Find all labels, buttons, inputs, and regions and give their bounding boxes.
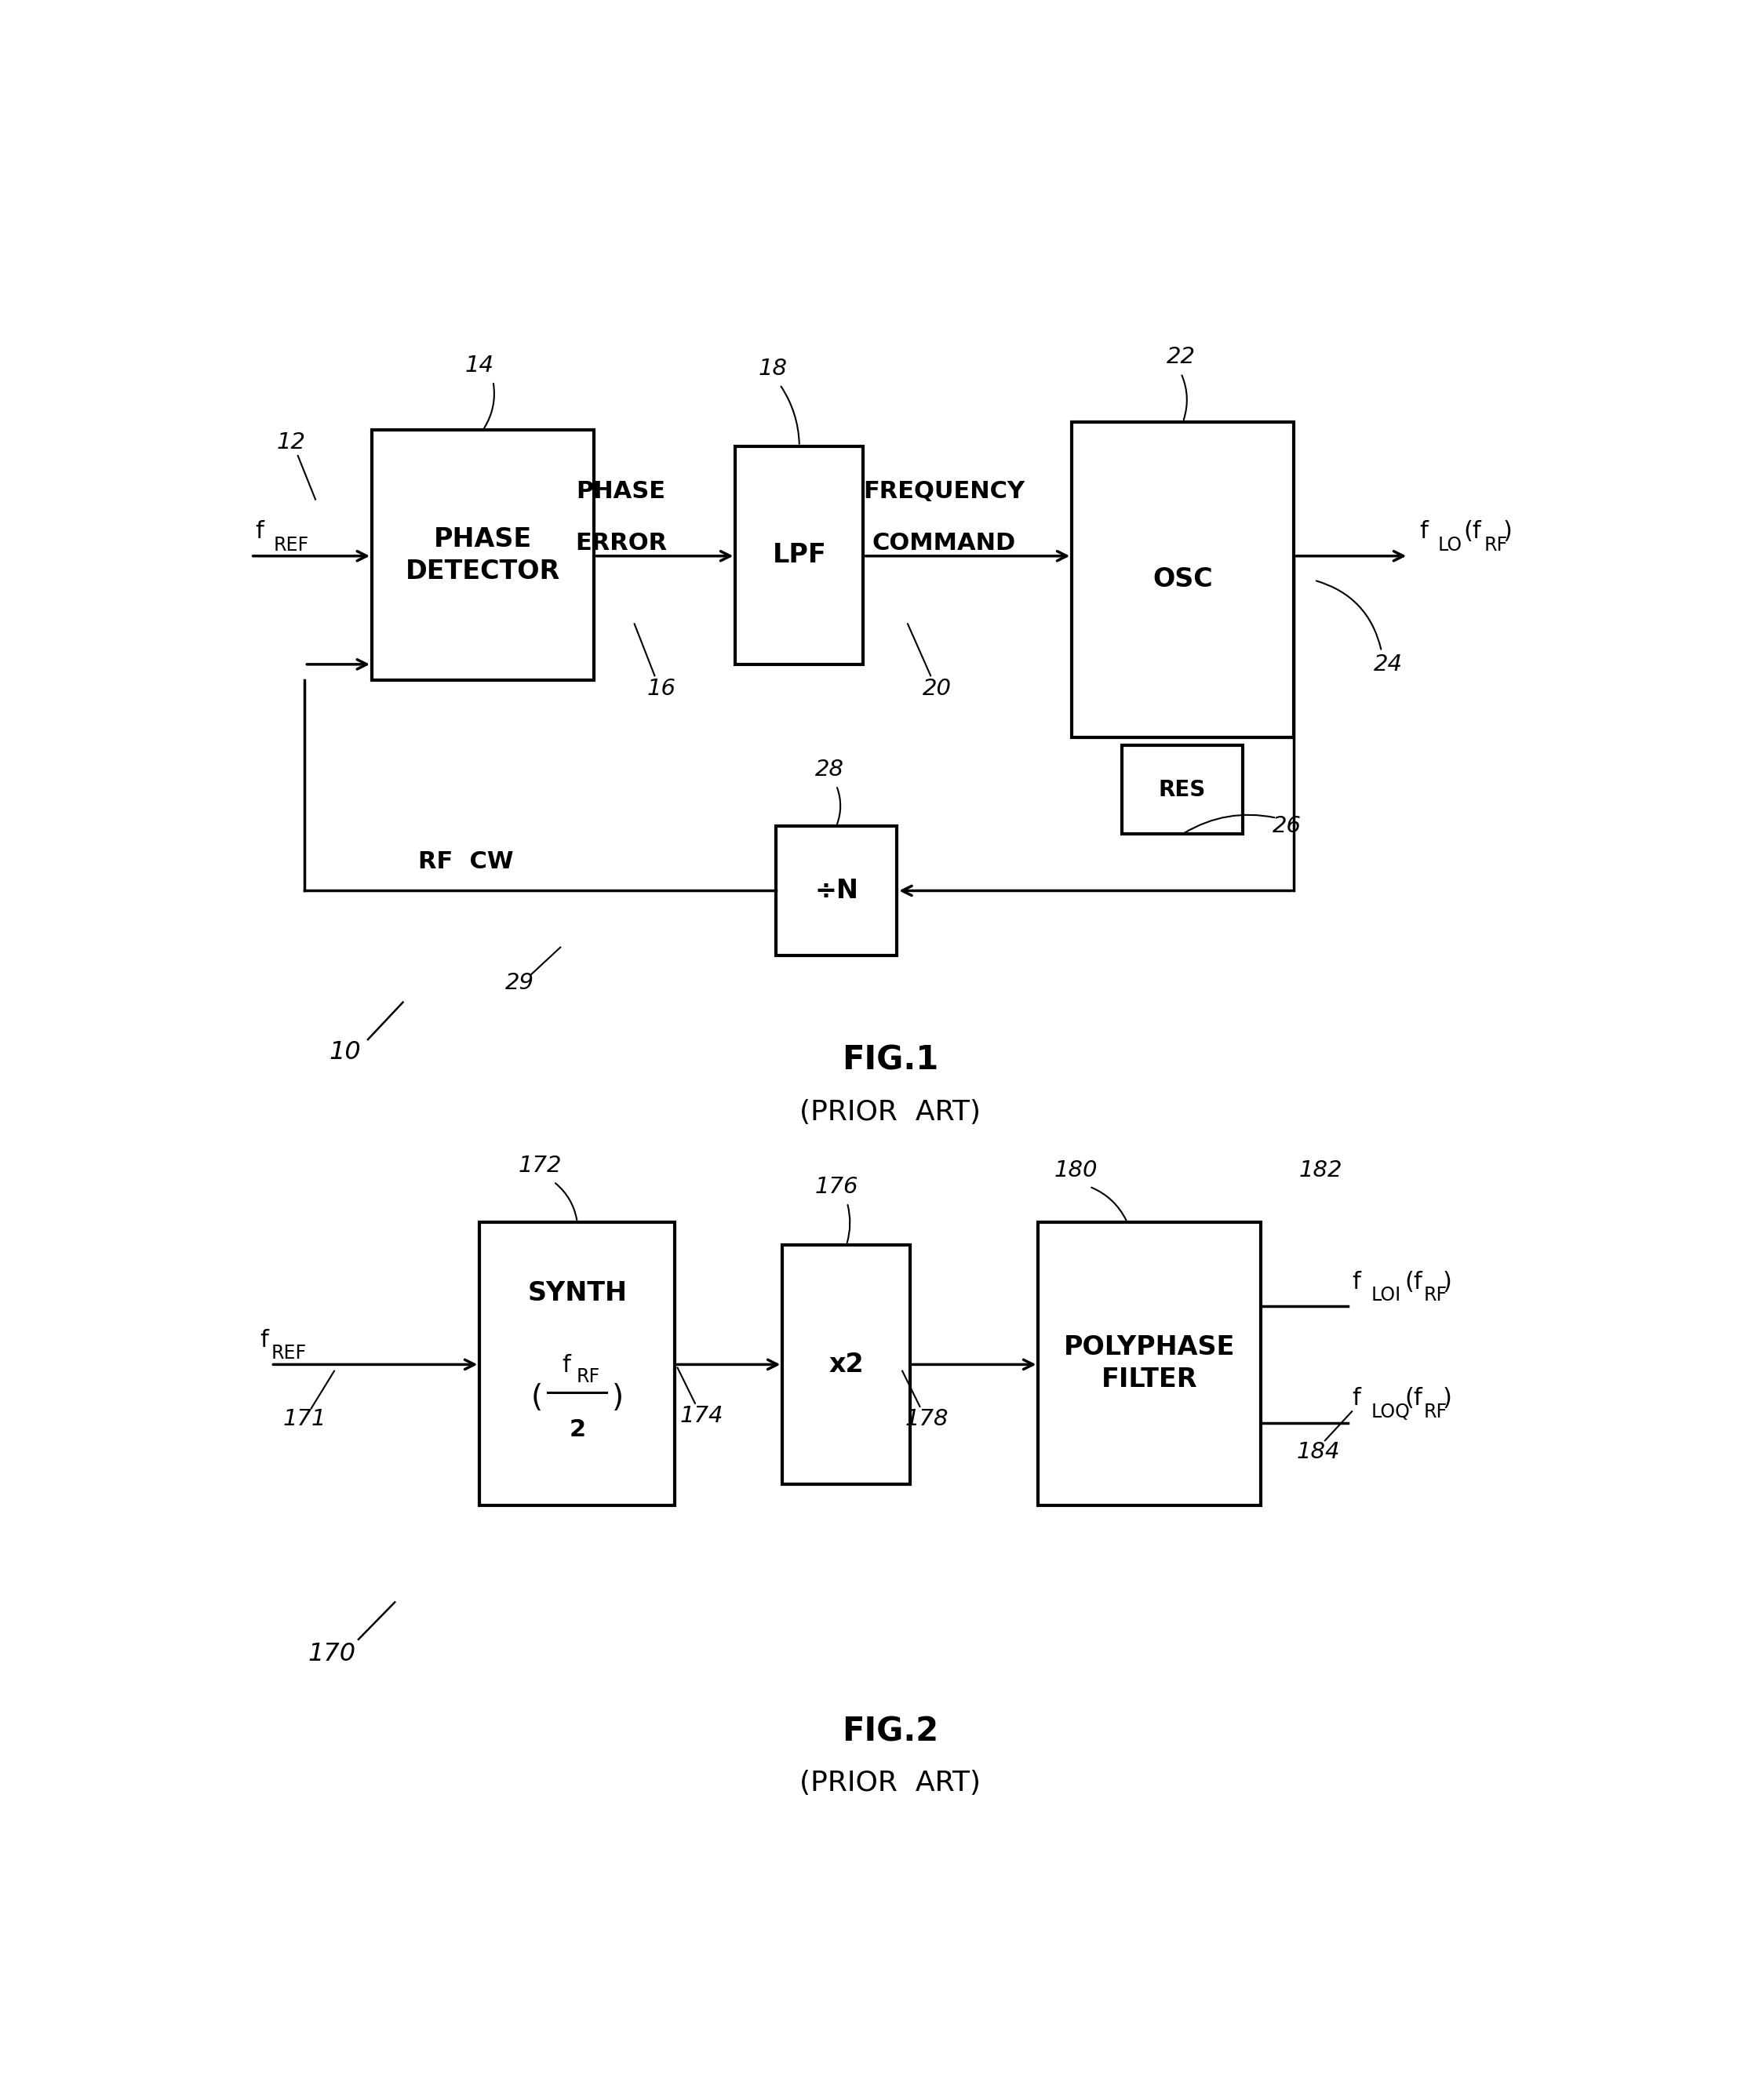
Text: f: f — [1419, 521, 1428, 544]
Text: 24: 24 — [1374, 653, 1403, 676]
Text: FIG.1: FIG.1 — [842, 1044, 938, 1077]
Text: LOQ: LOQ — [1370, 1403, 1410, 1422]
Text: 14: 14 — [466, 355, 493, 376]
Text: (f: (f — [1405, 1270, 1423, 1294]
Text: f: f — [255, 521, 264, 544]
FancyBboxPatch shape — [1122, 745, 1244, 834]
Text: 184: 184 — [1296, 1441, 1339, 1464]
FancyBboxPatch shape — [372, 430, 594, 680]
Text: 28: 28 — [815, 758, 844, 781]
Text: 174: 174 — [679, 1405, 724, 1428]
Text: 171: 171 — [283, 1409, 327, 1430]
Text: RF  CW: RF CW — [419, 851, 514, 874]
Text: 170: 170 — [307, 1642, 356, 1665]
Text: (PRIOR  ART): (PRIOR ART) — [799, 1770, 981, 1798]
Text: POLYPHASE
FILTER: POLYPHASE FILTER — [1063, 1336, 1235, 1392]
Text: 22: 22 — [1167, 346, 1195, 367]
Text: 176: 176 — [815, 1176, 858, 1197]
Text: ÷N: ÷N — [815, 878, 858, 903]
FancyBboxPatch shape — [776, 825, 896, 956]
Text: LO: LO — [1438, 536, 1463, 554]
Text: LPF: LPF — [773, 542, 827, 569]
Text: 182: 182 — [1299, 1159, 1343, 1182]
Text: RF: RF — [1483, 536, 1508, 554]
Text: f: f — [1351, 1386, 1360, 1409]
Text: 12: 12 — [276, 433, 306, 454]
Text: REF: REF — [271, 1344, 306, 1363]
Text: RF: RF — [577, 1367, 599, 1386]
Text: (f: (f — [1464, 521, 1482, 544]
Text: RF: RF — [1423, 1285, 1447, 1304]
Text: FREQUENCY: FREQUENCY — [863, 481, 1025, 502]
FancyBboxPatch shape — [782, 1245, 910, 1485]
Text: ): ) — [1442, 1270, 1452, 1294]
Text: 180: 180 — [1054, 1159, 1098, 1182]
Text: x2: x2 — [829, 1352, 863, 1378]
Text: LOI: LOI — [1370, 1285, 1400, 1304]
FancyBboxPatch shape — [1072, 422, 1294, 737]
Text: FIG.2: FIG.2 — [842, 1716, 938, 1747]
Text: RES: RES — [1159, 779, 1205, 800]
Text: 18: 18 — [759, 357, 787, 380]
Text: 26: 26 — [1273, 815, 1301, 838]
Text: ): ) — [611, 1382, 624, 1413]
Text: 20: 20 — [922, 678, 952, 699]
Text: SYNTH: SYNTH — [528, 1281, 627, 1306]
Text: COMMAND: COMMAND — [872, 531, 1016, 554]
FancyBboxPatch shape — [1039, 1222, 1261, 1506]
Text: ): ) — [1503, 521, 1511, 544]
Text: PHASE: PHASE — [577, 481, 665, 502]
Text: 178: 178 — [905, 1409, 948, 1430]
Text: 29: 29 — [505, 972, 535, 993]
Text: (f: (f — [1405, 1386, 1423, 1409]
Text: REF: REF — [274, 536, 309, 554]
Text: PHASE
DETECTOR: PHASE DETECTOR — [406, 527, 561, 584]
Text: RF: RF — [1423, 1403, 1447, 1422]
Text: 2: 2 — [570, 1420, 585, 1441]
FancyBboxPatch shape — [735, 445, 863, 664]
Text: f: f — [1351, 1270, 1360, 1294]
Text: ERROR: ERROR — [575, 531, 667, 554]
Text: f: f — [261, 1329, 267, 1352]
Text: (PRIOR  ART): (PRIOR ART) — [799, 1098, 981, 1126]
FancyBboxPatch shape — [479, 1222, 674, 1506]
Text: OSC: OSC — [1153, 567, 1212, 592]
Text: 10: 10 — [328, 1040, 361, 1065]
Text: 172: 172 — [518, 1155, 563, 1176]
Text: (: ( — [532, 1382, 542, 1413]
Text: 16: 16 — [646, 678, 676, 699]
Text: ): ) — [1442, 1386, 1452, 1409]
Text: f: f — [563, 1354, 571, 1378]
